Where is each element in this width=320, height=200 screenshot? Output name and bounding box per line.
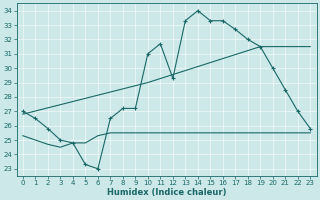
X-axis label: Humidex (Indice chaleur): Humidex (Indice chaleur) [107,188,226,197]
